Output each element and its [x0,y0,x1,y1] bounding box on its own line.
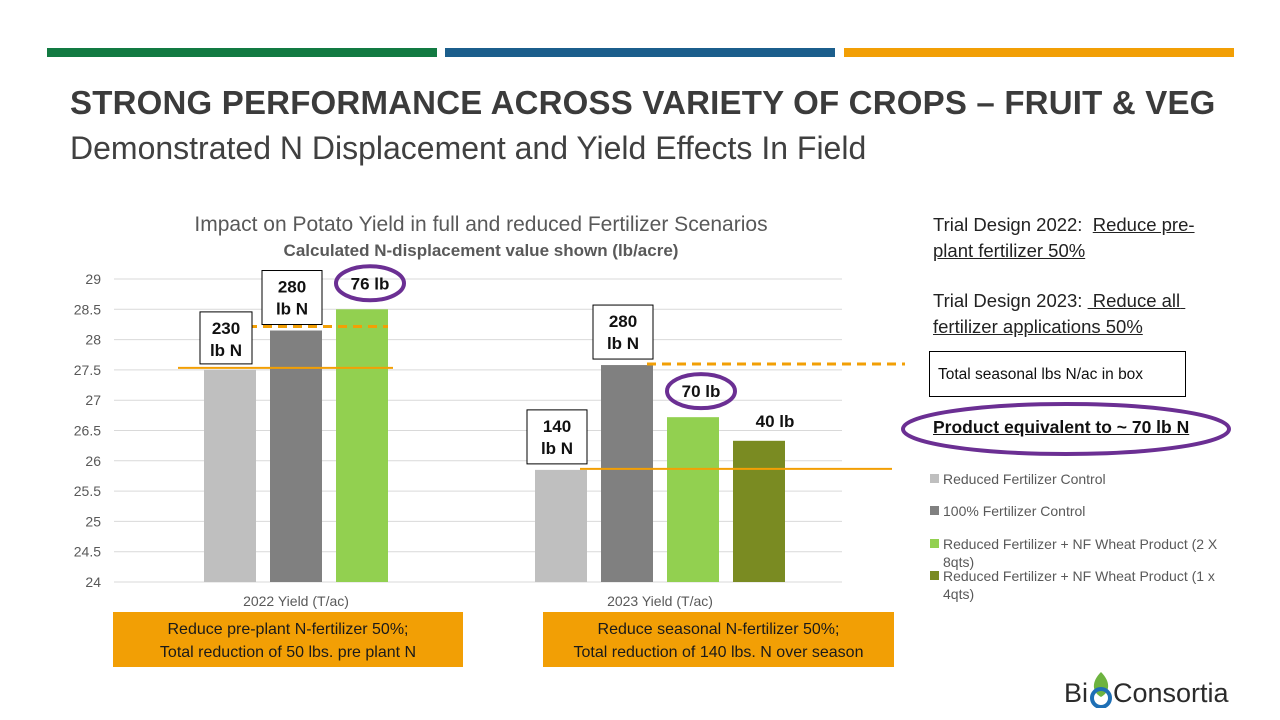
y-tick-label: 25.5 [74,483,101,499]
bar [535,469,587,582]
value-box-line2: lb N [210,341,242,360]
y-tick-label: 25 [85,513,101,529]
value-box [261,270,323,326]
y-tick-label: 24.5 [74,544,101,560]
value-box-line1: 140 [543,417,571,436]
orange-box-2022: Reduce pre-plant N-fertilizer 50%; Total… [113,612,463,667]
orange-box-2023-line2: Total reduction of 140 lbs. N over seaso… [573,644,864,661]
trial-2022-note: Trial Design 2022: Reduce pre-plant fert… [933,212,1233,264]
value-box [592,304,654,360]
trial-2022-prefix: Trial Design 2022: [933,214,1093,235]
value-circle [665,372,737,411]
legend-label: Reduced Fertilizer Control [943,471,1106,487]
product-equivalent-note: Product equivalent to ~ 70 lb N [933,417,1190,437]
trial-2023-note: Trial Design 2023: Reduce all fertilizer… [933,288,1233,340]
y-tick-label: 26.5 [74,423,101,439]
value-box [199,311,253,365]
top-bar-orange [844,48,1234,57]
bar [336,309,388,582]
legend-label: Reduced Fertilizer + NF Wheat Product (1… [943,568,1215,602]
chart-title: Impact on Potato Yield in full and reduc… [194,213,767,236]
bar [270,330,322,582]
value-circle [334,264,406,303]
value-box-line1: 280 [278,278,306,297]
value-box-line2: lb N [276,300,308,319]
orange-box-2022-line2: Total reduction of 50 lbs. pre plant N [159,644,417,661]
value-box-line1: 280 [609,312,637,331]
legend-label: 100% Fertilizer Control [943,503,1086,519]
value-box [526,409,588,465]
logo-text-right: Consortia [1113,678,1230,708]
logo-text-left: Bi [1064,678,1088,708]
y-tick-label: 29 [85,271,101,287]
bar [601,365,653,582]
value-label-plain: 40 lb [756,412,795,431]
y-tick-label: 28 [85,332,101,348]
legend-swatch [930,571,939,580]
y-tick-label: 24 [85,574,101,590]
chart-subtitle: Calculated N-displacement value shown (l… [284,241,679,260]
legend-swatch [930,474,939,483]
value-box-line2: lb N [607,334,639,353]
legend-swatch [930,539,939,548]
orange-box-2022-line1: Reduce pre-plant N-fertilizer 50%; [167,621,409,638]
orange-box-2023: Reduce seasonal N-fertilizer 50%; Total … [543,612,894,667]
bar [204,369,256,582]
x-category-label: 2023 Yield (T/ac) [607,593,713,609]
value-circle-label: 76 lb [351,274,390,293]
top-bar-green [47,48,437,57]
legend-swatch [930,506,939,515]
bioconsortia-logo: Bi Consortia [1062,662,1234,713]
trial-2022-detail: Reduce pre-plant fertilizer 50% [933,214,1195,261]
y-tick-label: 27 [85,392,101,408]
x-category-label: 2022 Yield (T/ac) [243,593,349,609]
trial-2023-detail: Reduce all fertilizer applications 50% [933,290,1186,337]
y-tick-label: 26 [85,453,101,469]
page-title: STRONG PERFORMANCE ACROSS VARIETY OF CRO… [70,84,1216,121]
product-ellipse [901,402,1231,456]
bar [667,417,719,582]
bioconsortia-logo-graphic: Bi Consortia [1064,672,1230,709]
trial-2023-prefix: Trial Design 2023: [933,290,1088,311]
bar [733,440,785,582]
seasonal-n-box-note: Total seasonal lbs N/ac in box [929,351,1186,397]
value-box-line2: lb N [541,439,573,458]
top-bar-blue [445,48,835,57]
value-circle-label: 70 lb [682,382,721,401]
legend-label: Reduced Fertilizer + NF Wheat Product (2… [943,536,1218,570]
page-subtitle: Demonstrated N Displacement and Yield Ef… [70,130,867,166]
y-tick-label: 28.5 [74,301,101,317]
orange-box-2023-line1: Reduce seasonal N-fertilizer 50%; [597,621,840,638]
y-tick-label: 27.5 [74,362,101,378]
value-box-line1: 230 [212,319,240,338]
